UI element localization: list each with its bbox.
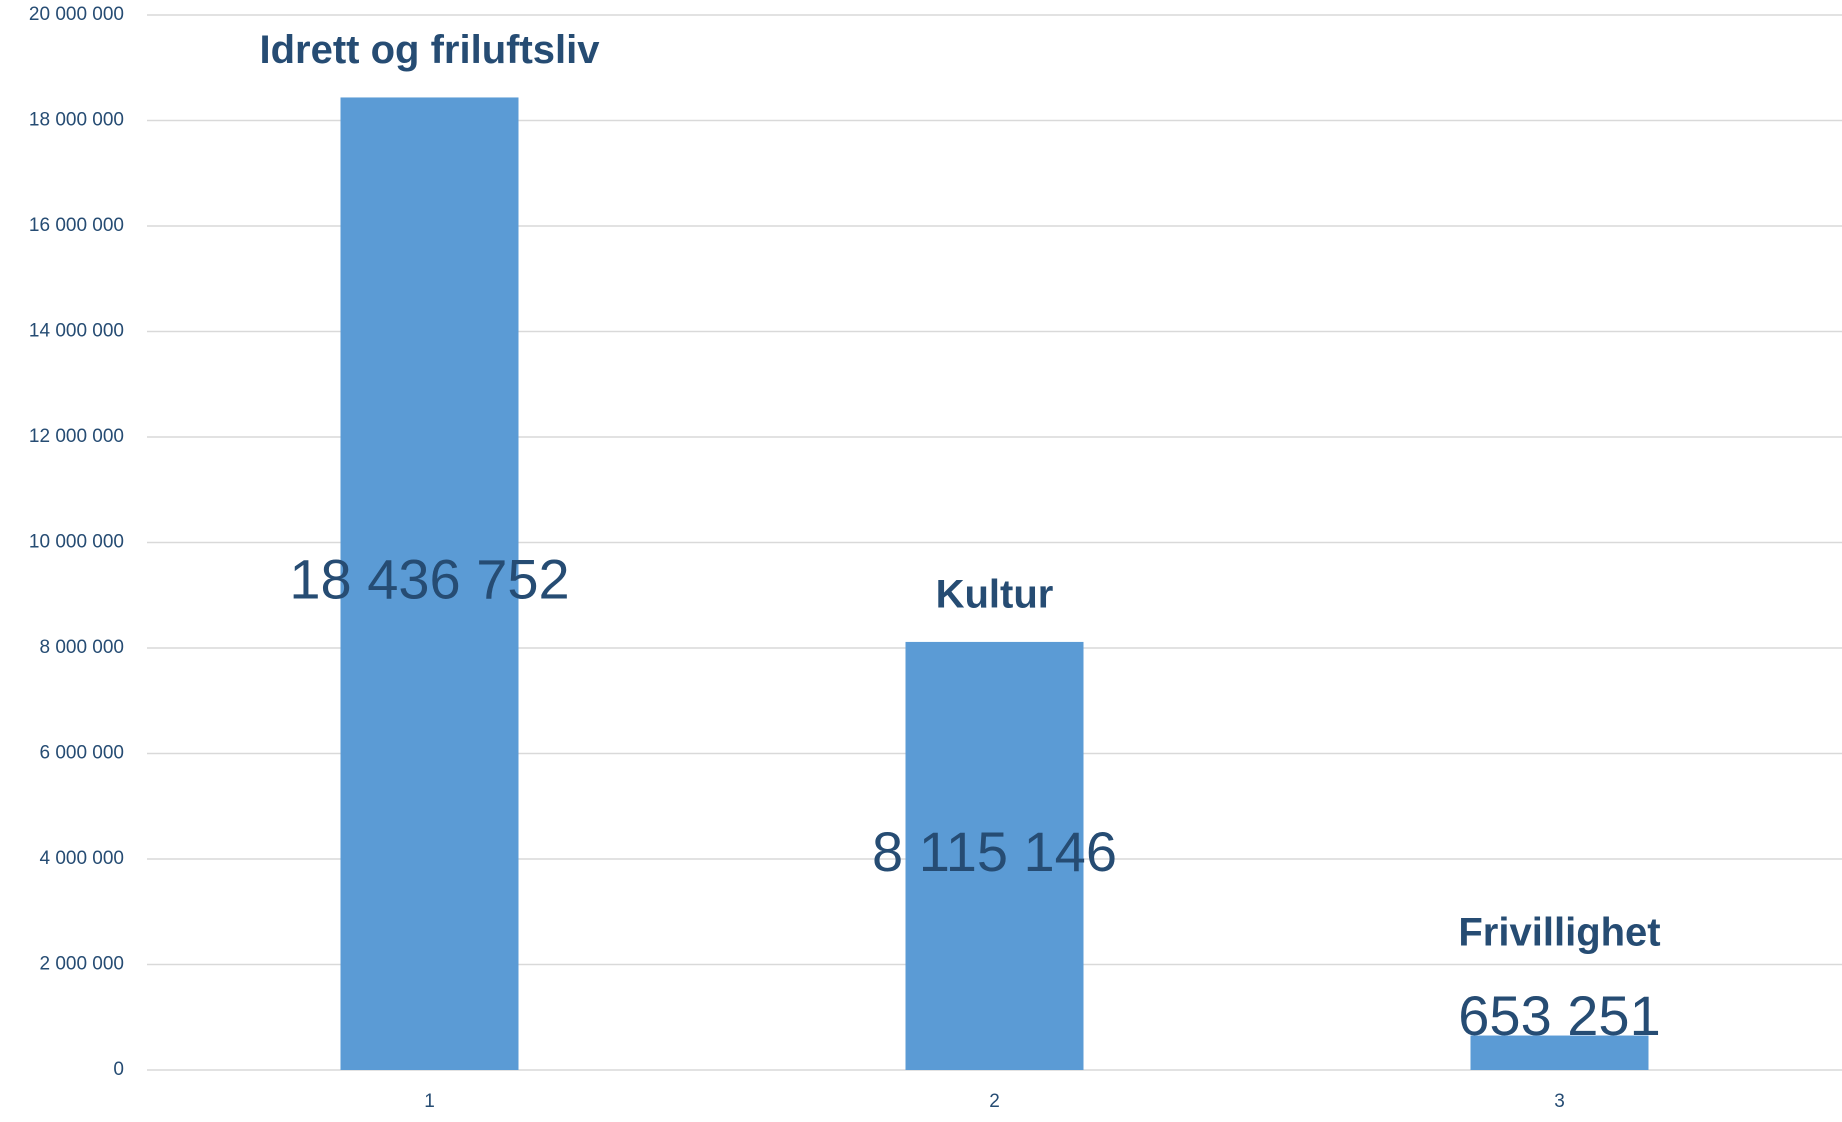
value-label: 8 115 146	[872, 820, 1117, 883]
y-tick-label: 14 000 000	[29, 321, 124, 342]
value-label: 18 436 752	[289, 548, 569, 611]
y-tick-label: 10 000 000	[29, 532, 124, 553]
y-tick-label: 18 000 000	[29, 110, 124, 131]
bar	[905, 641, 1084, 1070]
y-tick-label: 0	[113, 1059, 124, 1080]
y-tick-label: 20 000 000	[29, 4, 124, 25]
y-tick-label: 6 000 000	[39, 743, 124, 764]
x-tick-label: 3	[1554, 1091, 1565, 1112]
y-tick-label: 4 000 000	[39, 848, 124, 869]
bar	[340, 97, 519, 1071]
bar-annotation: Frivillighet	[1458, 911, 1660, 955]
x-tick-label: 1	[424, 1091, 435, 1112]
y-tick-label: 8 000 000	[39, 637, 124, 658]
value-label: 653 251	[1458, 984, 1660, 1047]
bar-annotation: Idrett og friluftsliv	[260, 28, 601, 72]
y-tick-label: 12 000 000	[29, 426, 124, 447]
bar-annotation: Kultur	[936, 572, 1054, 616]
y-tick-label: 2 000 000	[39, 954, 124, 975]
bar	[1470, 1035, 1649, 1070]
y-tick-label: 16 000 000	[29, 215, 124, 236]
x-tick-label: 2	[989, 1091, 1000, 1112]
